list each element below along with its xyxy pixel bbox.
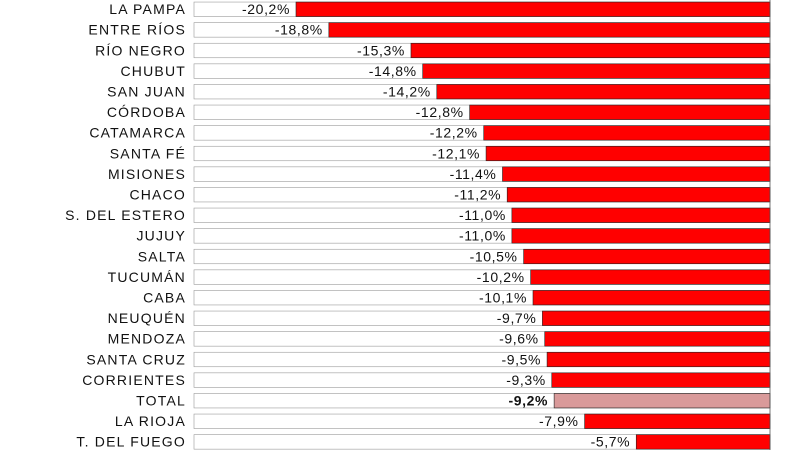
value-label-6: -12,2%: [430, 125, 478, 141]
category-label-14: CABA: [143, 289, 186, 305]
bar-17: [546, 351, 771, 368]
value-label-0: -20,2%: [242, 1, 290, 17]
bar-4: [436, 84, 771, 100]
bar-9: [506, 187, 771, 203]
value-label-3: -14,8%: [369, 63, 417, 79]
value-label-20: -7,9%: [539, 413, 579, 429]
category-label-21: T. DEL FUEGO: [76, 434, 186, 450]
category-label-11: JUJUY: [136, 228, 186, 244]
category-label-9: CHACO: [129, 186, 186, 202]
category-label-15: NEUQUÉN: [108, 310, 186, 326]
value-label-4: -14,2%: [383, 83, 431, 99]
bar-12: [523, 248, 771, 265]
bar-2: [410, 42, 771, 59]
bar-15: [542, 310, 771, 326]
bar-11: [511, 228, 771, 244]
bar-6: [483, 125, 771, 141]
category-label-13: TUCUMÁN: [108, 269, 186, 285]
category-label-20: LA RIOJA: [115, 413, 186, 429]
category-label-1: ENTRE RÍOS: [88, 22, 186, 38]
value-label-9: -11,2%: [454, 186, 501, 202]
bar-18: [551, 372, 771, 388]
category-label-5: CÓRDOBA: [107, 104, 186, 120]
value-label-18: -9,3%: [506, 372, 546, 388]
value-label-10: -11,0%: [459, 207, 506, 223]
category-label-6: CATAMARCA: [89, 125, 186, 141]
chart-rows: LA PAMPA -20,2% ENTRE RÍOS -18,8% RÍO NEGRO -…: [65, 0, 771, 450]
value-label-15: -9,7%: [497, 310, 537, 326]
category-label-19: TOTAL: [136, 392, 186, 408]
category-label-16: MENDOZA: [108, 331, 186, 347]
value-label-21: -5,7%: [591, 434, 631, 450]
bar-10: [511, 207, 771, 223]
bar-8: [502, 166, 771, 182]
value-label-8: -11,4%: [450, 166, 497, 182]
bar-16: [544, 331, 771, 347]
bar-20: [584, 413, 771, 429]
bar-5: [469, 104, 771, 120]
bar-19: [553, 393, 771, 409]
bar-21: [635, 434, 771, 450]
bar-3: [422, 63, 771, 79]
bar-7: [485, 145, 771, 162]
value-label-13: -10,2%: [477, 269, 525, 285]
value-label-14: -10,1%: [479, 289, 527, 305]
category-label-8: MISIONES: [108, 166, 186, 182]
category-label-10: S. DEL ESTERO: [65, 207, 186, 223]
bar-13: [530, 269, 771, 285]
value-label-16: -9,6%: [499, 331, 539, 347]
bar-14: [532, 290, 771, 306]
value-label-2: -15,3%: [357, 42, 405, 58]
category-label-3: CHUBUT: [120, 63, 186, 79]
value-label-7: -12,1%: [432, 145, 480, 161]
value-label-1: -18,8%: [275, 22, 323, 38]
value-label-17: -9,5%: [502, 351, 542, 367]
value-label-11: -11,0%: [459, 228, 506, 244]
value-label-19: -9,2%: [509, 392, 549, 408]
category-label-4: SAN JUAN: [107, 83, 186, 99]
category-label-0: LA PAMPA: [109, 1, 186, 17]
bar-1: [328, 22, 771, 38]
category-label-12: SALTA: [138, 248, 186, 264]
category-label-17: SANTA CRUZ: [86, 351, 186, 367]
category-label-7: SANTA FÉ: [110, 145, 186, 161]
category-label-2: RÍO NEGRO: [95, 42, 186, 58]
value-label-5: -12,8%: [416, 104, 464, 120]
bar-0: [295, 1, 771, 17]
value-label-12: -10,5%: [470, 248, 518, 264]
category-label-18: CORRIENTES: [82, 372, 186, 388]
